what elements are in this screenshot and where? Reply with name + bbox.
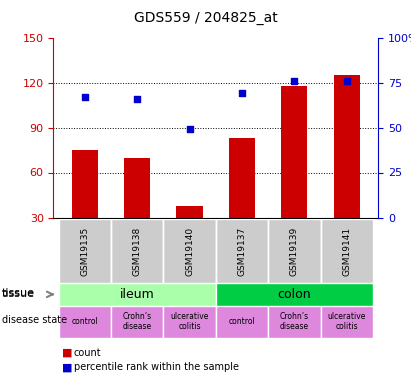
FancyBboxPatch shape <box>59 306 111 338</box>
Point <box>239 90 245 96</box>
Point <box>291 78 298 84</box>
Text: GDS559 / 204825_at: GDS559 / 204825_at <box>134 11 277 25</box>
Text: GSM19140: GSM19140 <box>185 226 194 276</box>
FancyBboxPatch shape <box>111 219 164 283</box>
FancyBboxPatch shape <box>111 306 164 338</box>
Text: Crohn’s
disease: Crohn’s disease <box>280 312 309 331</box>
Text: GSM19137: GSM19137 <box>238 226 247 276</box>
Bar <box>334 75 360 217</box>
Text: GSM19135: GSM19135 <box>81 226 89 276</box>
Bar <box>124 158 150 218</box>
Text: GSM19138: GSM19138 <box>133 226 142 276</box>
Text: control: control <box>72 317 98 326</box>
Text: ulcerative
colitis: ulcerative colitis <box>328 312 366 331</box>
FancyBboxPatch shape <box>164 306 216 338</box>
FancyBboxPatch shape <box>216 219 268 283</box>
FancyBboxPatch shape <box>164 219 216 283</box>
Text: count: count <box>74 348 102 357</box>
FancyBboxPatch shape <box>216 283 373 306</box>
Point <box>186 126 193 132</box>
Text: GSM19139: GSM19139 <box>290 226 299 276</box>
Bar <box>281 86 307 218</box>
Point <box>344 78 350 84</box>
FancyBboxPatch shape <box>321 219 373 283</box>
Point <box>134 96 141 102</box>
FancyBboxPatch shape <box>268 219 321 283</box>
Bar <box>176 206 203 218</box>
Text: ■: ■ <box>62 363 72 372</box>
Text: Crohn’s
disease: Crohn’s disease <box>122 312 152 331</box>
FancyBboxPatch shape <box>59 283 216 306</box>
Text: tissue: tissue <box>2 288 35 297</box>
Bar <box>229 138 255 218</box>
Bar <box>72 150 98 217</box>
FancyBboxPatch shape <box>59 219 111 283</box>
Text: control: control <box>229 317 255 326</box>
FancyBboxPatch shape <box>268 306 321 338</box>
FancyBboxPatch shape <box>216 306 268 338</box>
Text: ulcerative
colitis: ulcerative colitis <box>171 312 209 331</box>
Text: percentile rank within the sample: percentile rank within the sample <box>74 363 239 372</box>
Point <box>81 94 88 100</box>
Text: colon: colon <box>277 288 311 301</box>
Text: GSM19141: GSM19141 <box>342 226 351 276</box>
Text: ■: ■ <box>62 348 72 357</box>
Text: disease state: disease state <box>2 315 67 325</box>
FancyBboxPatch shape <box>321 306 373 338</box>
Text: tissue: tissue <box>2 290 35 299</box>
Text: ileum: ileum <box>120 288 155 301</box>
